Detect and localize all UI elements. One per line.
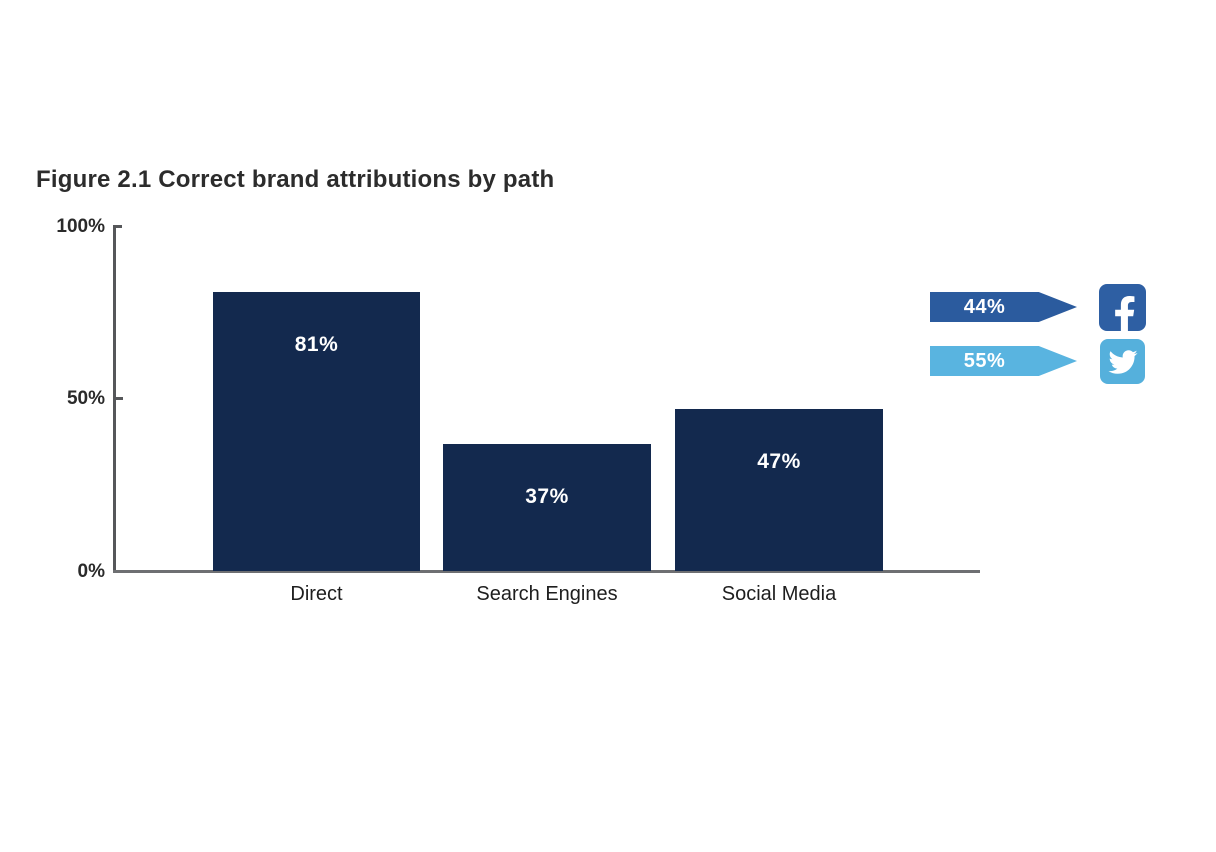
bar-chart-plot-area: 81% 37% 47% xyxy=(114,227,980,571)
x-axis-line xyxy=(113,570,980,573)
y-axis-line xyxy=(113,225,116,573)
x-axis-label-search-engines: Search Engines xyxy=(476,583,618,605)
bar-social-media: 47% xyxy=(675,409,883,571)
legend-value-twitter: 55% xyxy=(963,350,1006,372)
bar-search-engines: 37% xyxy=(443,444,651,571)
figure-title: Figure 2.1 Correct brand attributions by… xyxy=(36,166,555,193)
facebook-icon xyxy=(1099,284,1146,331)
y-axis-label-50: 50% xyxy=(66,388,105,409)
legend-arrow-twitter: 55% xyxy=(930,346,1077,376)
y-axis-label-100: 100% xyxy=(56,216,105,237)
y-axis-tick-50 xyxy=(116,397,123,400)
x-axis-label-social-media: Social Media xyxy=(721,583,837,605)
legend-arrow-facebook: 44% xyxy=(930,292,1077,322)
legend-value-facebook: 44% xyxy=(963,296,1006,318)
bar-value-label-direct: 81% xyxy=(294,333,339,356)
y-axis-tick-100 xyxy=(116,225,122,228)
bar-value-label-social-media: 47% xyxy=(757,450,801,473)
twitter-icon xyxy=(1100,339,1145,384)
bar-direct: 81% xyxy=(213,292,420,571)
bar-value-label-search-engines: 37% xyxy=(525,485,569,508)
y-axis-label-0: 0% xyxy=(77,561,105,582)
x-axis-label-direct: Direct xyxy=(290,583,343,605)
